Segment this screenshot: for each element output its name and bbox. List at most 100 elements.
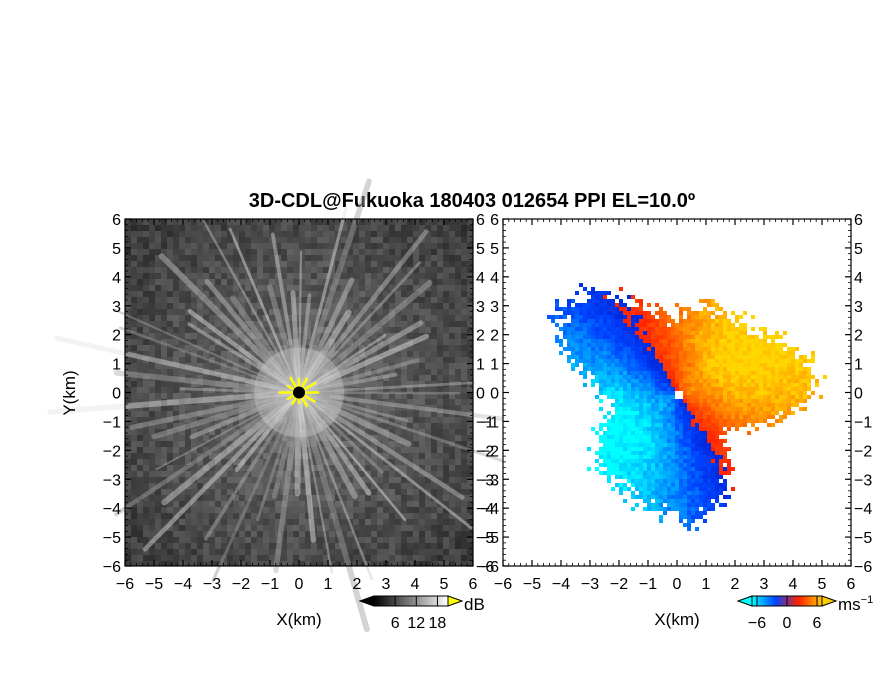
reflectivity-cell	[461, 255, 467, 261]
reflectivity-cell	[191, 543, 197, 549]
velocity-cell	[611, 347, 615, 351]
reflectivity-cell	[389, 237, 395, 243]
reflectivity-cell	[191, 453, 197, 459]
reflectivity-cell	[425, 315, 431, 321]
velocity-cell	[695, 367, 699, 371]
velocity-cell	[555, 303, 559, 307]
y-tick-label-right: 6	[476, 212, 485, 229]
velocity-cell	[639, 371, 643, 375]
reflectivity-cell	[413, 363, 419, 369]
reflectivity-cell	[413, 495, 419, 501]
velocity-cell	[651, 347, 655, 351]
reflectivity-cell	[245, 519, 251, 525]
velocity-cell	[631, 359, 635, 363]
reflectivity-cell	[215, 279, 221, 285]
reflectivity-cell	[425, 237, 431, 243]
velocity-cell	[627, 355, 631, 359]
velocity-cell	[731, 387, 735, 391]
velocity-cell	[715, 343, 719, 347]
reflectivity-cell	[149, 363, 155, 369]
reflectivity-cell	[425, 549, 431, 555]
reflectivity-cell	[161, 411, 167, 417]
reflectivity-cell	[227, 219, 233, 225]
reflectivity-cell	[161, 507, 167, 513]
velocity-cell	[763, 387, 767, 391]
velocity-cell	[695, 363, 699, 367]
reflectivity-cell	[431, 357, 437, 363]
reflectivity-cell	[203, 231, 209, 237]
velocity-cell	[807, 359, 811, 363]
reflectivity-cell	[149, 243, 155, 249]
reflectivity-cell	[323, 255, 329, 261]
reflectivity-cell	[431, 267, 437, 273]
reflectivity-cell	[287, 531, 293, 537]
reflectivity-cell	[425, 561, 431, 566]
velocity-cell	[623, 327, 627, 331]
reflectivity-cell	[293, 531, 299, 537]
reflectivity-cell	[455, 543, 461, 549]
velocity-cell	[767, 379, 771, 383]
reflectivity-cell	[167, 303, 173, 309]
velocity-cell	[743, 391, 747, 395]
reflectivity-cell	[311, 309, 317, 315]
reflectivity-cell	[401, 285, 407, 291]
reflectivity-cell	[173, 447, 179, 453]
velocity-cell	[663, 379, 667, 383]
reflectivity-cell	[395, 243, 401, 249]
reflectivity-cell	[401, 495, 407, 501]
reflectivity-cell	[239, 219, 245, 225]
reflectivity-cell	[209, 273, 215, 279]
velocity-cell	[739, 379, 743, 383]
velocity-cell	[739, 375, 743, 379]
reflectivity-cell	[233, 501, 239, 507]
reflectivity-cell	[443, 231, 449, 237]
reflectivity-cell	[161, 237, 167, 243]
reflectivity-cell	[173, 507, 179, 513]
velocity-cell	[779, 351, 783, 355]
reflectivity-cell	[419, 519, 425, 525]
velocity-cell	[679, 387, 683, 391]
velocity-cell	[783, 343, 787, 347]
reflectivity-cell	[413, 441, 419, 447]
reflectivity-cell	[455, 531, 461, 537]
velocity-cell	[651, 367, 655, 371]
reflectivity-cell	[197, 255, 203, 261]
reflectivity-cell	[275, 231, 281, 237]
reflectivity-cell	[419, 225, 425, 231]
reflectivity-cell	[359, 291, 365, 297]
reflectivity-cell	[131, 555, 137, 561]
reflectivity-cell	[377, 225, 383, 231]
reflectivity-cell	[395, 555, 401, 561]
reflectivity-cell	[137, 381, 143, 387]
velocity-cell	[603, 339, 607, 343]
velocity-cell	[707, 303, 711, 307]
reflectivity-cell	[425, 507, 431, 513]
reflectivity-cell	[443, 333, 449, 339]
velocity-cell	[603, 375, 607, 379]
velocity-cell	[723, 319, 727, 323]
velocity-cell	[727, 335, 731, 339]
velocity-cell	[595, 295, 599, 299]
velocity-cell	[615, 331, 619, 335]
velocity-cell	[619, 383, 623, 387]
reflectivity-cell	[257, 537, 263, 543]
reflectivity-cell	[371, 381, 377, 387]
velocity-cell	[731, 375, 735, 379]
reflectivity-cell	[215, 495, 221, 501]
velocity-cell	[723, 359, 727, 363]
reflectivity-cell	[161, 279, 167, 285]
reflectivity-cell	[167, 237, 173, 243]
velocity-cell	[603, 387, 607, 391]
reflectivity-cell	[173, 219, 179, 225]
reflectivity-cell	[419, 453, 425, 459]
velocity-cell	[591, 335, 595, 339]
reflectivity-cell	[299, 231, 305, 237]
velocity-cell	[591, 363, 595, 367]
reflectivity-cell	[383, 231, 389, 237]
velocity-cell	[671, 379, 675, 383]
velocity-cell	[715, 327, 719, 331]
velocity-cell	[767, 383, 771, 387]
reflectivity-cell	[251, 537, 257, 543]
reflectivity-cell	[131, 513, 137, 519]
reflectivity-cell	[467, 279, 473, 285]
